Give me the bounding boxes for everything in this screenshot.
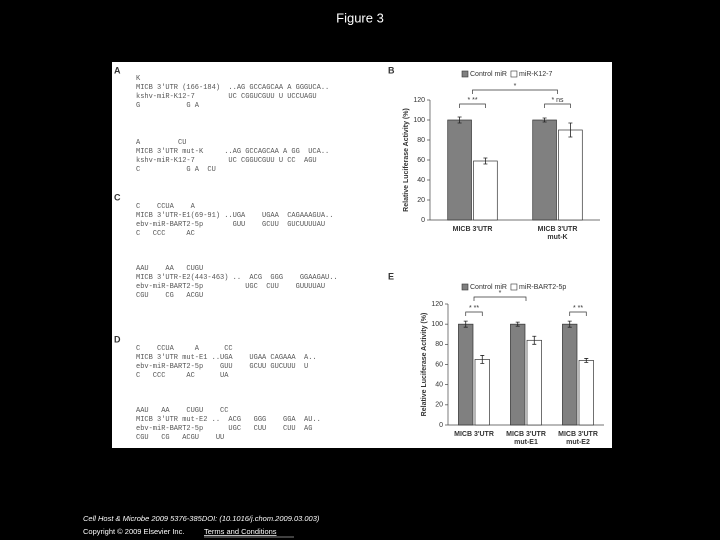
error-bar [457,116,462,124]
sequence-line: A CU [136,139,186,147]
sequence-line: MICB 3'UTR-E1(69-91) ..UGA UGAA CAGAAAGU… [136,212,333,220]
y-tick-label: 80 [417,137,425,144]
error-bar [584,358,589,363]
sequence-line: C CCUA A CC [136,345,233,353]
sequence-line: G G A [136,102,200,110]
y-tick-label: 100 [413,117,425,124]
bar [562,323,578,426]
error-bar [568,122,573,138]
y-tick-label: 40 [417,177,425,184]
bar [578,360,594,426]
y-tick-label: 120 [413,97,425,104]
sequence-line: AAU AA CUGU [136,265,203,273]
sequence-line: ebv-miR-BART2-5p UGC CUU GUUUUAU [136,283,325,291]
x-tick-label: MICB 3'UTR [454,431,494,438]
bracket [544,103,571,108]
legend-label: Control miR [470,284,507,291]
panel-label: B [388,65,395,75]
sequence-line: MICB 3'UTR mut-E1 ..UGA UGAA CAGAAA A.. [136,354,317,362]
legend-swatch [461,283,469,291]
error-bar [542,117,547,123]
sequence-line: MICB 3'UTR-E2(443-463) .. ACG GGG GGAAGA… [136,274,338,282]
x-tick-label: MICB 3'UTR [453,226,493,233]
y-tick-label: 120 [431,301,443,308]
error-bar [515,321,520,327]
sequence-line: K [136,75,141,83]
terms-link[interactable]: Terms and Conditions [204,527,277,536]
sequence-line: C CCC AC [136,230,195,238]
x-tick-label: mut-E2 [566,439,590,446]
y-tick-label: 60 [417,157,425,164]
legend-swatch [510,283,518,291]
legend-label: Control miR [470,71,507,78]
panel-label: A [114,65,121,75]
bar [458,323,474,426]
bracket [465,311,483,316]
error-bar [480,355,485,364]
bar [474,359,490,426]
copyright: Copyright © 2009 Elsevier Inc. [83,527,184,536]
legend-swatch [461,70,469,78]
y-tick-label: 60 [435,361,443,368]
slide-title: Figure 3 [336,10,384,25]
legend-label: miR-K12-7 [519,71,553,78]
annotation: * ** [573,305,583,312]
annotation: * ** [469,305,479,312]
legend-swatch [510,70,518,78]
y-tick-label: 0 [421,217,425,224]
y-tick-label: 20 [435,402,443,409]
sequence-line: CGU CG ACGU [136,292,203,300]
sequence-line: MICB 3'UTR mut-K ..AG GCCAGCAA A GG UCA.… [136,148,329,156]
sequence-line: kshv-miR-K12-7 UC CGGUCGUU U UCCUAGU [136,93,317,101]
bracket [459,103,486,108]
sequence-line: ebv-miR-BART2-5p GUU GCUU GUCUUUUAU [136,221,325,229]
y-tick-label: 100 [431,321,443,328]
annotation: * ns [551,97,564,104]
bar [510,323,526,426]
annotation: * [514,83,517,90]
bracket [473,296,527,301]
bracket [569,311,587,316]
bar [447,119,472,221]
x-tick-label: mut-E1 [514,439,538,446]
sequence-line: CGU CG ACGU UU [136,434,224,442]
y-axis-label: Relative Luciferase Activity (%) [403,108,410,212]
sequence-line: MICB 3'UTR (166-184) ..AG GCCAGCAA A GGG… [136,84,329,92]
bracket [472,89,558,94]
citation: Cell Host & Microbe 2009 5376-385DOI: (1… [83,514,320,523]
x-tick-label: MICB 3'UTR [506,431,546,438]
annotation: * [499,290,502,297]
bar [526,339,542,426]
panel-label: D [114,334,121,344]
sequence-line: C G A CU [136,166,216,174]
error-bar [483,157,488,165]
y-tick-label: 0 [439,422,443,429]
y-tick-label: 20 [417,197,425,204]
bar [473,160,498,221]
panel-label: E [388,271,394,281]
x-tick-label: mut-K [547,234,567,241]
panel-label: C [114,192,121,202]
error-bar [567,320,572,328]
sequence-line: ebv-miR-BART2-5p GUU GCUU GUCUUU U [136,363,308,371]
x-tick-label: MICB 3'UTR [558,431,598,438]
annotation: * ** [467,97,477,104]
sequence-line: kshv-miR-K12-7 UC CGGUCGUU U CC AGU [136,157,317,165]
y-tick-label: 80 [435,341,443,348]
bar [558,129,583,221]
sequence-line: C CCC AC UA [136,372,229,380]
sequence-line: AAU AA CUGU CC [136,407,228,415]
legend-label: miR-BART2-5p [519,284,566,291]
sequence-line: C CCUA A [136,203,196,211]
y-tick-label: 40 [435,382,443,389]
bar [532,119,557,221]
error-bar [532,335,537,345]
sequence-line: ebv-miR-BART2-5p UGC CUU CUU AG [136,425,312,433]
y-axis-label: Relative Luciferase Activity (%) [421,313,428,417]
error-bar [463,320,468,328]
sequence-line: MICB 3'UTR mut-E2 .. ACG GGG GGA AU.. [136,416,321,424]
x-tick-label: MICB 3'UTR [538,226,578,233]
